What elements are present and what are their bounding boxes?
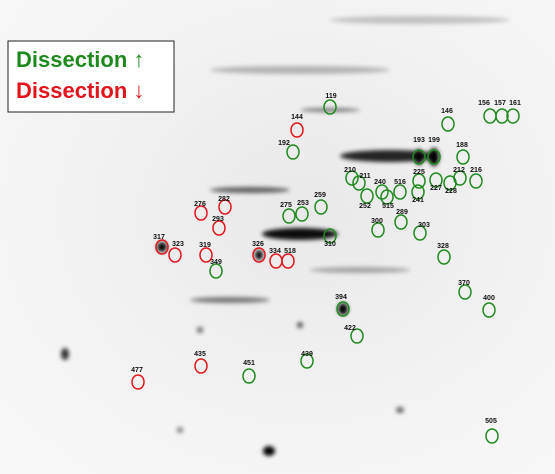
spot-label: 216 bbox=[470, 167, 482, 174]
spot-label: 240 bbox=[374, 179, 386, 186]
spot-label: 199 bbox=[428, 137, 440, 144]
spot-label: 276 bbox=[194, 201, 206, 208]
spot-label: 210 bbox=[344, 167, 356, 174]
spot-label: 349 bbox=[210, 259, 222, 266]
spot-label: 157 bbox=[494, 100, 506, 107]
spot-label: 259 bbox=[314, 192, 326, 199]
spot-label: 328 bbox=[437, 243, 449, 250]
spot-label: 439 bbox=[301, 351, 313, 358]
spot-label: 323 bbox=[172, 241, 184, 248]
spot-label: 477 bbox=[131, 367, 143, 374]
spot-label: 518 bbox=[284, 248, 296, 255]
spot-label: 334 bbox=[269, 248, 281, 255]
spot-label: 293 bbox=[212, 216, 224, 223]
spot-label: 282 bbox=[218, 196, 230, 203]
spot-label: 422 bbox=[344, 325, 356, 332]
spot-label: 310 bbox=[324, 241, 336, 248]
spot-label: 319 bbox=[199, 242, 211, 249]
spot-label: 253 bbox=[297, 200, 309, 207]
spot-label: 119 bbox=[325, 93, 336, 100]
spot-label: 193 bbox=[413, 137, 425, 144]
spot-label: 275 bbox=[280, 202, 292, 209]
spot-label: 227 bbox=[430, 185, 442, 192]
spot-label: 300 bbox=[371, 218, 383, 225]
spot-label: 212 bbox=[453, 167, 465, 174]
spot-label: 289 bbox=[396, 209, 408, 216]
spot-label: 225 bbox=[413, 169, 425, 176]
spot-label: 326 bbox=[252, 241, 264, 248]
spot-label: 252 bbox=[359, 203, 371, 210]
spot-label: 188 bbox=[456, 142, 468, 149]
spot-label: 451 bbox=[243, 360, 255, 367]
spot-label: 317 bbox=[153, 234, 165, 241]
spot-label: 161 bbox=[509, 100, 521, 107]
spot-label: 241 bbox=[412, 197, 424, 204]
spot-label: 211 bbox=[359, 173, 370, 180]
spot-label: 192 bbox=[278, 140, 290, 147]
spot-label: 505 bbox=[485, 418, 497, 425]
spot-label: 400 bbox=[483, 295, 495, 302]
spot-label: 515 bbox=[382, 203, 394, 210]
spot-label: 303 bbox=[418, 222, 430, 229]
spot-label: 228 bbox=[445, 188, 457, 195]
legend-label: Dissection ↑ bbox=[16, 47, 144, 72]
gel-image: Dissection ↑ Dissection ↓ 119 146 156 15716… bbox=[0, 0, 555, 474]
spot-label: 144 bbox=[291, 114, 303, 121]
spot-label: 435 bbox=[194, 351, 206, 358]
spot-label: 394 bbox=[335, 294, 347, 301]
spot-label: 370 bbox=[458, 280, 470, 287]
legend-label: Dissection ↓ bbox=[16, 78, 144, 103]
spot-label: 516 bbox=[394, 179, 406, 186]
spot-label: 146 bbox=[441, 108, 453, 115]
spot-label: 156 bbox=[478, 100, 490, 107]
